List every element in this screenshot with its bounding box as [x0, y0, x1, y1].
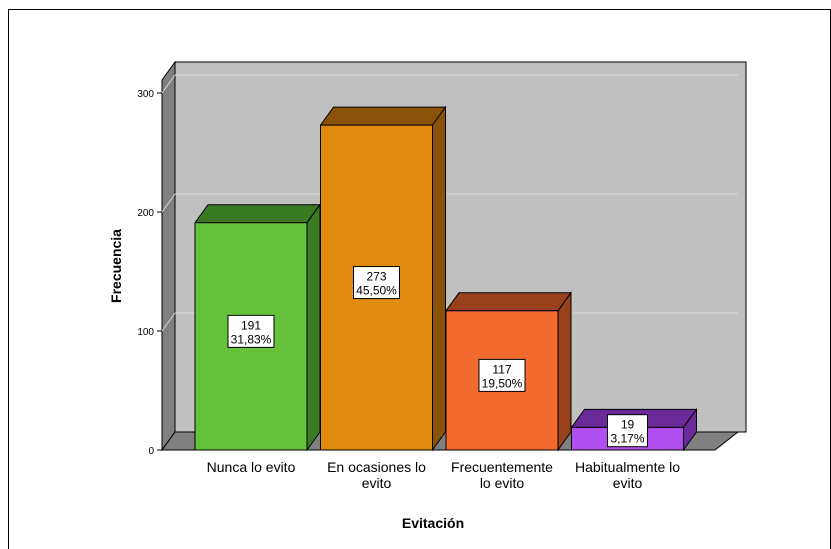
y-tick-label: 300 [137, 89, 154, 100]
x-category-label: lo evito [480, 475, 525, 491]
bar-side [432, 105, 446, 452]
x-axis-title: Evitación [402, 515, 464, 531]
data-label-percent: 19,50% [482, 376, 523, 390]
data-label-count: 273 [366, 270, 386, 284]
gridline-side [161, 312, 176, 332]
x-axis-categories: Nunca lo evito En ocasiones loevitoFrecue… [207, 459, 681, 491]
y-axis-title: Frecuencia [108, 229, 124, 303]
data-label-count: 191 [241, 318, 261, 332]
gridline-side [161, 74, 176, 94]
x-category-label: evito [613, 475, 643, 491]
bar-top [194, 204, 321, 224]
data-label-percent: 3,17% [610, 432, 644, 446]
x-category-label: Nunca lo evito [207, 459, 296, 475]
data-label-box [227, 314, 275, 348]
data-label-count: 117 [492, 362, 511, 376]
data-label-count: 19 [621, 418, 635, 432]
bar-side [557, 291, 572, 452]
x-category-label: En ocasiones lo [327, 459, 426, 475]
data-label-percent: 45,50% [356, 284, 397, 298]
y-tick-label: 100 [137, 327, 154, 338]
y-tick-label: 200 [137, 208, 154, 219]
y-tick-label: 0 [148, 446, 154, 457]
bar-top [445, 292, 572, 312]
x-category-label: Habitualmente lo [575, 459, 680, 475]
y-axis-ticks: 0 100 200 300 [137, 89, 162, 457]
data-label-percent: 31,83% [231, 332, 272, 346]
bar-side [306, 203, 321, 452]
bar-top [319, 106, 447, 126]
data-label-box [353, 266, 400, 300]
gridline-side [161, 193, 176, 213]
x-category-label: evito [362, 475, 392, 491]
side-wall [161, 60, 176, 452]
data-label-box [478, 358, 526, 392]
x-category-label: Frecuentemente [451, 459, 553, 475]
data-label-box [607, 414, 648, 448]
